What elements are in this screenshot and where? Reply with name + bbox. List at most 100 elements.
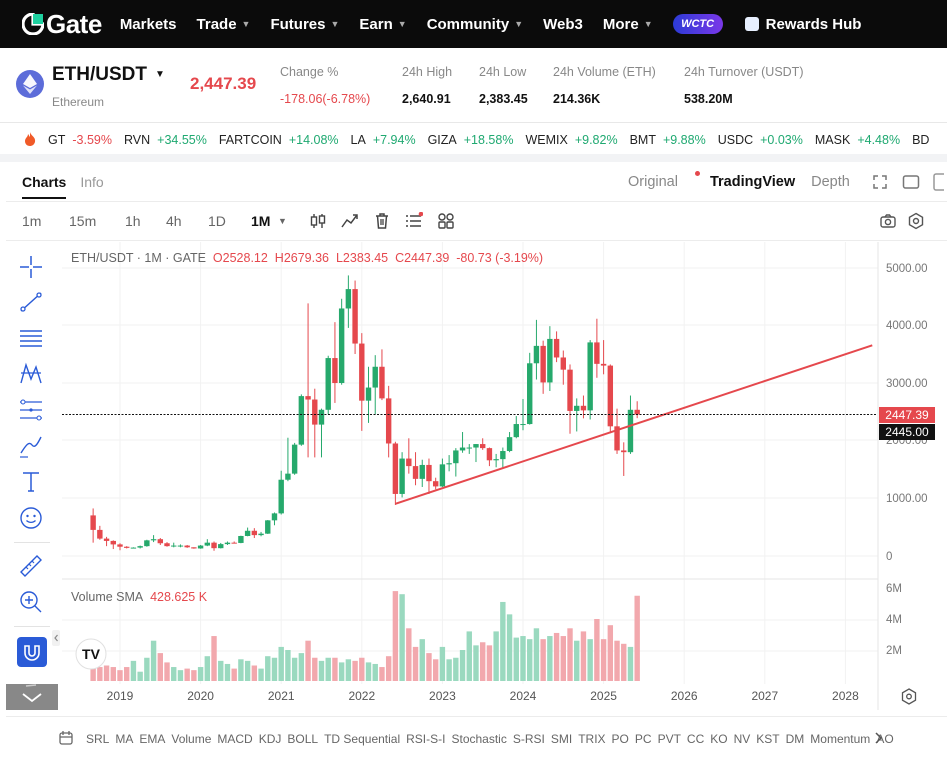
nav-item-more[interactable]: More ▼ [603,16,653,33]
indicator-momentum[interactable]: Momentum [810,732,871,746]
fib-retracement-icon[interactable] [18,397,44,423]
ticker-item[interactable]: WEMIX +9.82% [525,133,617,147]
indicator-td-sequential[interactable]: TD Sequential [324,732,401,746]
indicators-icon[interactable] [341,212,359,230]
indicator-ao[interactable]: AO [876,732,894,746]
ruler-icon[interactable] [18,553,44,579]
ticker-item[interactable]: FARTCOIN +14.08% [219,133,339,147]
toolbar-scroll-button[interactable] [6,684,58,710]
volume-bar [607,625,614,681]
horizontal-lines-icon[interactable] [18,325,44,351]
zoom-in-icon[interactable] [18,589,44,615]
interval-1D[interactable]: 1D [208,213,226,229]
ticker-item[interactable]: BMT +9.88% [630,133,706,147]
nav-item-markets[interactable]: Markets [120,16,177,33]
indicator-ema[interactable]: EMA [139,732,166,746]
indicator-nv[interactable]: NV [733,732,751,746]
indicator-macd[interactable]: MACD [217,732,253,746]
ticker-item[interactable]: GT -3.59% [48,133,112,147]
text-tool-icon[interactable] [18,469,44,495]
volume-bar [171,667,177,681]
indicator-po[interactable]: PO [611,732,629,746]
gate-logo[interactable]: Gate [22,9,102,40]
wctc-badge[interactable]: WCTC [672,14,723,34]
indicator-dm[interactable]: DM [785,732,805,746]
interval-1m[interactable]: 1m [22,213,42,229]
interval-4h[interactable]: 4h [166,213,182,229]
ticker-item[interactable]: LA +7.94% [351,133,416,147]
ticker-item[interactable]: GIZA +18.58% [428,133,514,147]
nav-item-futures[interactable]: Futures ▼ [270,16,339,33]
indicator-kst[interactable]: KST [756,732,780,746]
tab-charts[interactable]: Charts [22,174,67,199]
collapse-toolbar-icon[interactable] [52,630,60,646]
rewards-hub-link[interactable]: Rewards Hub [744,16,861,33]
view-depth[interactable]: Depth [811,174,850,190]
volume-bar [372,663,378,681]
settings-icon[interactable] [907,212,925,230]
pattern-icon[interactable] [18,361,44,387]
indicator-s-rsi[interactable]: S-RSI [512,732,545,746]
view-tradingview[interactable]: TradingView [709,174,796,190]
indicator-ma[interactable]: MA [115,732,134,746]
view-original[interactable]: Original [628,171,700,190]
indicator-pvt[interactable]: PVT [657,732,681,746]
indicator-trix[interactable]: TRIX [578,732,606,746]
list-icon[interactable] [405,212,423,230]
candle-body [574,405,580,411]
gate-logo-icon [22,13,44,35]
panel-edge-icon[interactable] [932,172,944,192]
window-icon[interactable] [902,174,920,190]
candle-body [500,451,506,460]
tab-info[interactable]: Info [80,174,104,190]
layout-grid-icon[interactable] [437,212,455,230]
indicator-srl[interactable]: SRL [86,732,110,746]
indicator-rsi-s-i[interactable]: RSI-S-I [406,732,446,746]
pair-selector[interactable]: ETH/USDT ▼ [52,64,165,86]
magnet-mode-button[interactable] [17,637,47,667]
crosshair-icon[interactable] [18,254,44,280]
trash-icon[interactable] [373,212,391,230]
fullscreen-icon[interactable] [872,174,888,190]
magnet-icon [24,645,40,661]
volume-bar [453,657,459,681]
indicator-boll[interactable]: BOLL [287,732,319,746]
indicator-bar: SRL MA EMA Volume MACD KDJ BOLL TD Sequential RS… [86,730,947,748]
ticker-item[interactable]: MASK +4.48% [815,133,900,147]
x-tick-label: 2023 [429,689,456,703]
nav-item-web3[interactable]: Web3 [543,16,583,33]
indicator-ko[interactable]: KO [710,732,728,746]
nav-item-community[interactable]: Community ▼ [427,16,523,33]
indicator-stochastic[interactable]: Stochastic [451,732,507,746]
indicator-kdj[interactable]: KDJ [258,732,282,746]
indicator-pc[interactable]: PC [634,732,652,746]
indicator-cc[interactable]: CC [686,732,705,746]
axis-settings-icon[interactable] [901,688,917,705]
indicator-smi[interactable]: SMI [550,732,573,746]
tradingview-logo[interactable]: TV [75,638,107,670]
ticker-item[interactable]: RVN +34.55% [124,133,207,147]
trend-line[interactable] [395,344,873,505]
emoji-icon[interactable] [18,505,44,531]
trend-line-icon[interactable] [18,289,44,315]
ticker-item[interactable]: BD [912,133,936,147]
calendar-icon[interactable] [58,730,74,746]
volume-bar [473,645,479,681]
brush-icon[interactable] [18,433,44,459]
nav-item-earn[interactable]: Earn ▼ [359,16,406,33]
ticker-symbol: LA [350,133,366,147]
interval-1M[interactable]: 1M [251,213,271,229]
candle-body [493,459,499,461]
stat-3: 24h Volume (ETH) 214.36K [553,65,656,106]
interval-1h[interactable]: 1h [125,213,141,229]
candle-body [325,358,331,410]
caret-down-icon[interactable]: ▼ [278,216,287,226]
camera-icon[interactable] [879,212,897,230]
interval-15m[interactable]: 15m [69,213,97,229]
nav-item-trade[interactable]: Trade ▼ [197,16,251,33]
indicator-volume[interactable]: Volume [171,732,212,746]
ticker-item[interactable]: USDC +0.03% [718,133,803,147]
candle-type-icon[interactable] [309,212,327,230]
chevron-right-icon[interactable] [872,731,884,745]
